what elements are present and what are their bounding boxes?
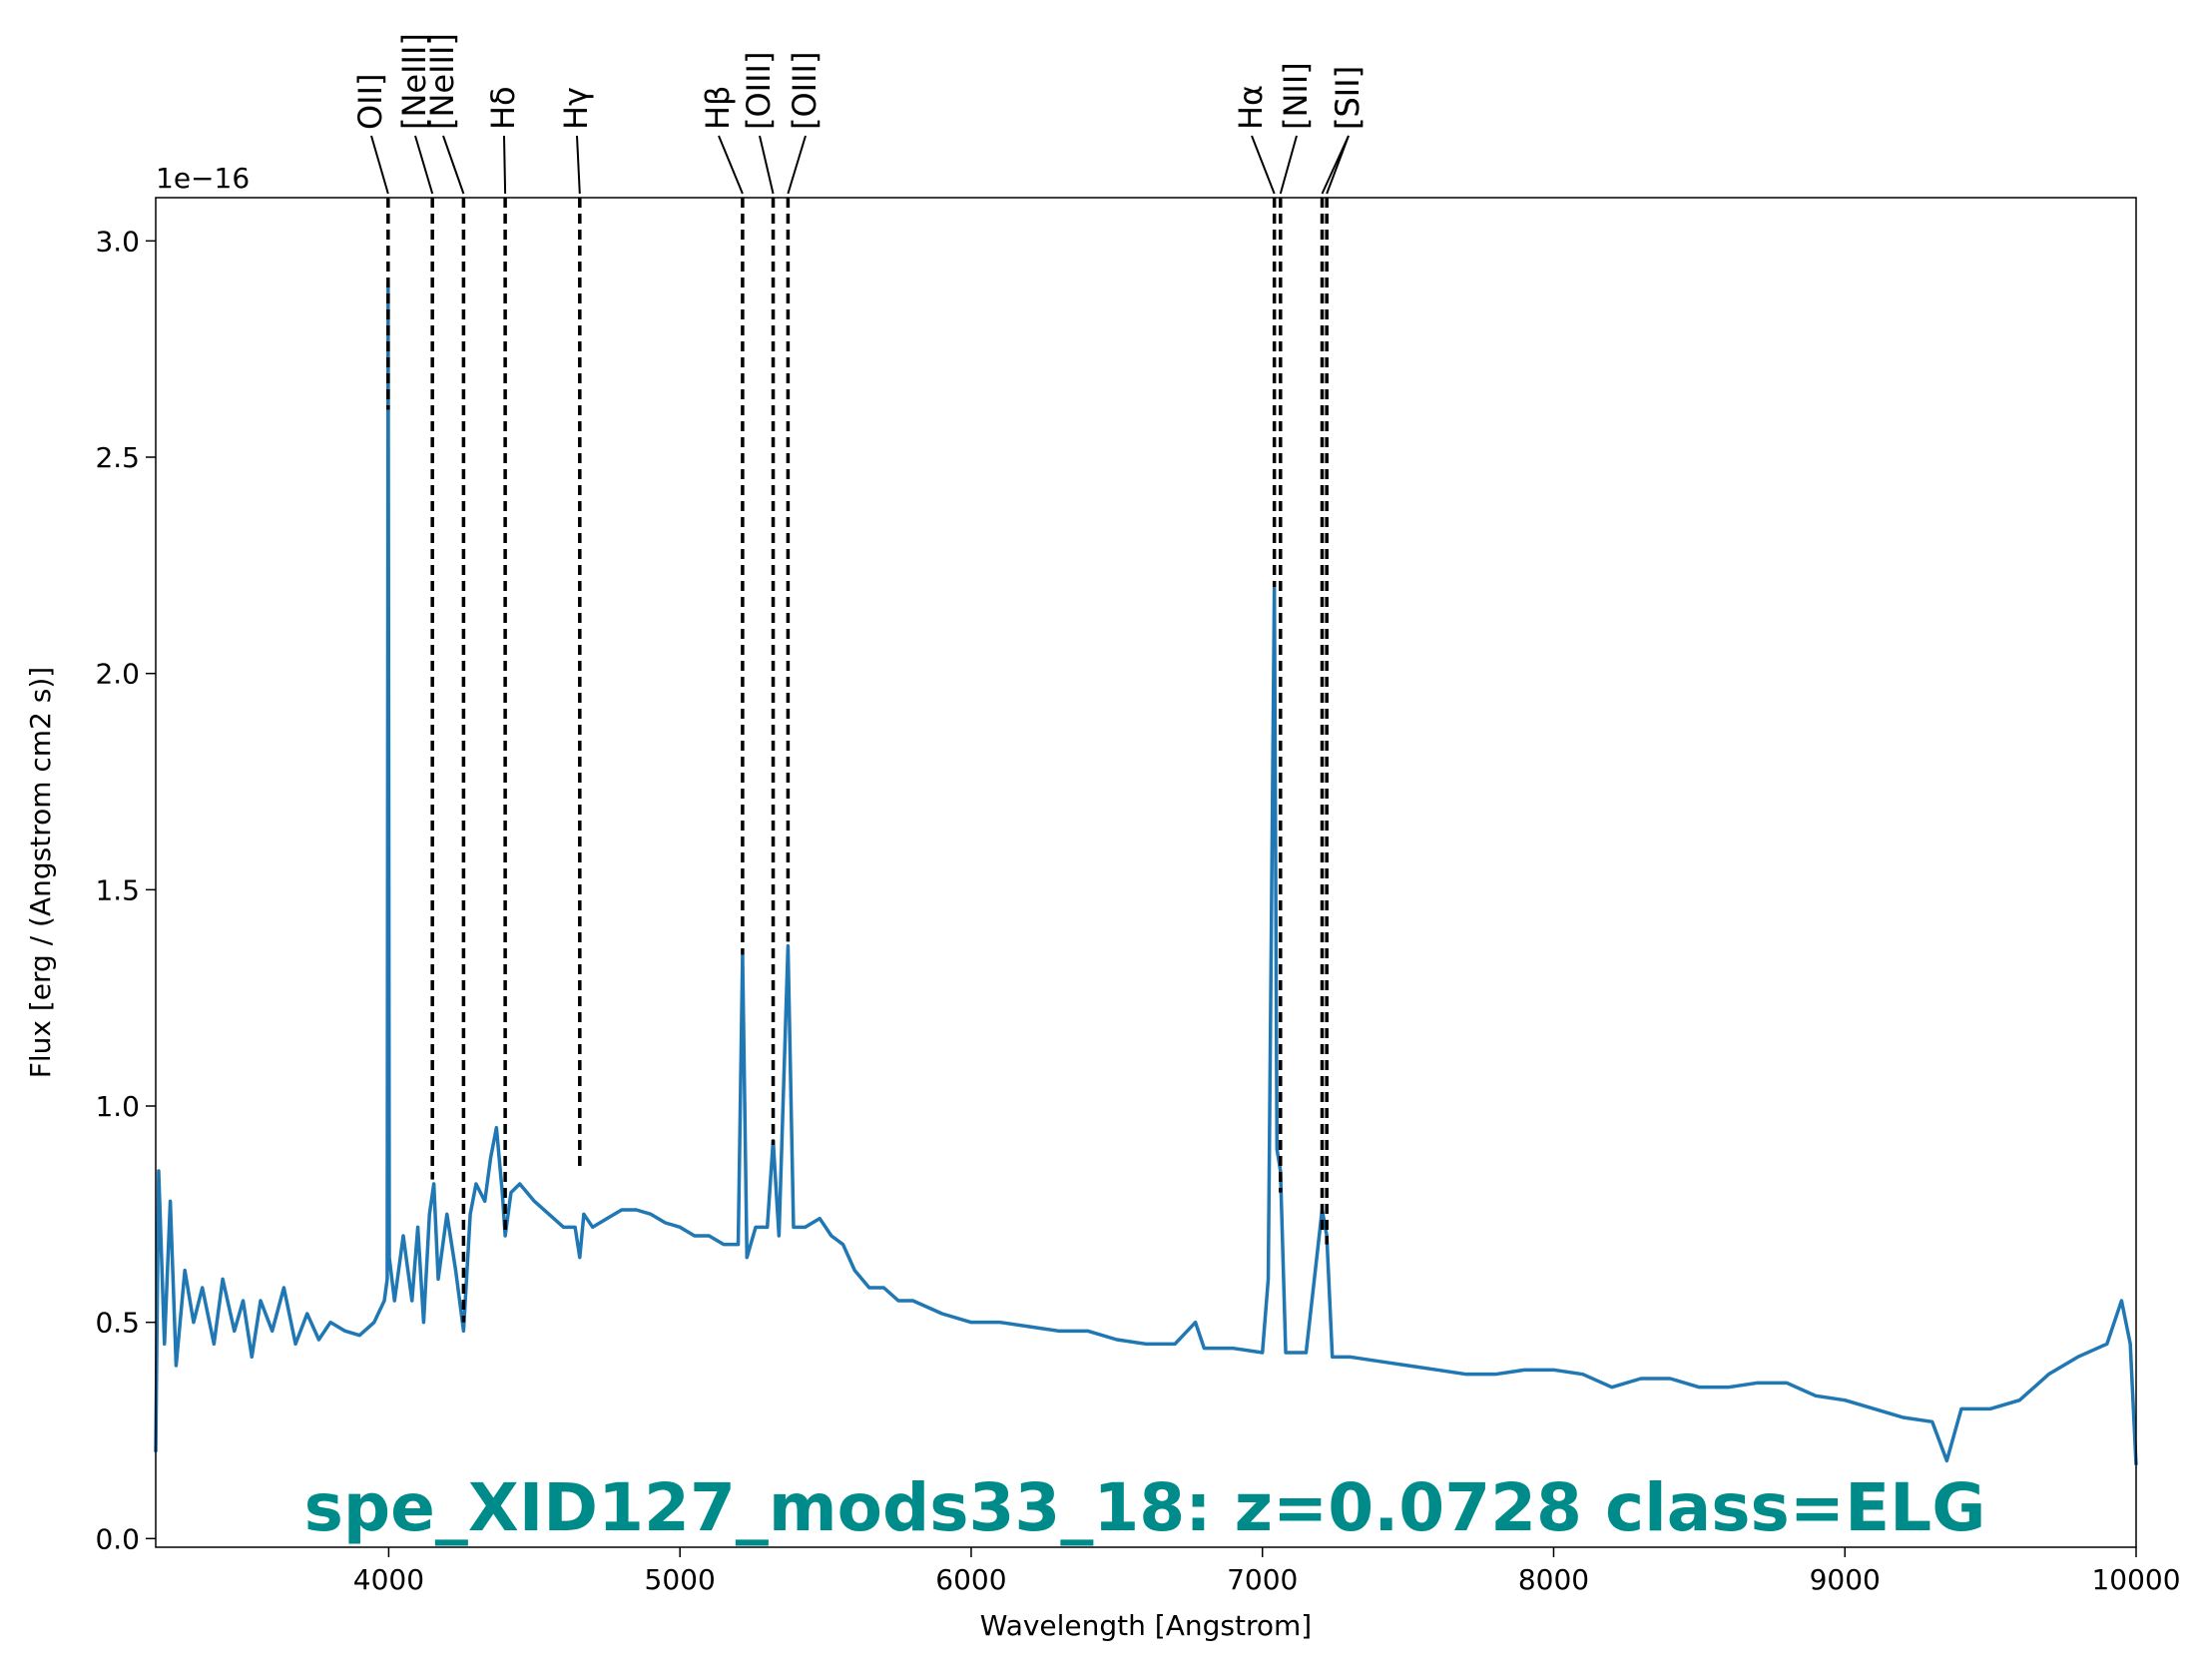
- y-axis-label: Flux [erg / (Angstrom cm2 s)]: [24, 667, 57, 1078]
- x-tick-label: 8000: [1518, 1563, 1589, 1596]
- x-tick-label: 10000: [2091, 1563, 2180, 1596]
- label-connector: [503, 135, 507, 195]
- label-connector: [370, 135, 389, 195]
- label-connector: [414, 135, 434, 195]
- emission-line-label: Hβ: [699, 86, 737, 130]
- y-tick-label: 0.5: [95, 1307, 140, 1340]
- y-offset-label: 1e−16: [156, 162, 250, 195]
- y-tick-label: 3.0: [95, 225, 140, 258]
- emission-line-label: Hδ: [484, 86, 522, 130]
- x-tick-label: 9000: [1810, 1563, 1881, 1596]
- x-axis-label: Wavelength [Angstrom]: [980, 1609, 1312, 1642]
- chart-title: spe_XID127_mods33_18: z=0.0728 class=ELG: [304, 1469, 1986, 1546]
- label-connector: [576, 135, 581, 195]
- label-connector: [759, 135, 775, 195]
- emission-line-label: Hα: [1232, 85, 1270, 130]
- spectrum-line: [154, 281, 2138, 1465]
- emission-line-label: OII]: [351, 73, 389, 130]
- emission-line-label: Hγ: [557, 87, 595, 130]
- emission-line-label: [SII]: [1329, 66, 1367, 130]
- emission-line-label: [OIII]: [786, 52, 824, 130]
- plot-frame: [155, 197, 2137, 1548]
- label-connector: [1326, 135, 1350, 195]
- label-connector: [1279, 135, 1298, 195]
- y-tick-label: 1.5: [95, 873, 140, 906]
- emission-line-label: [NeIII]: [423, 33, 461, 130]
- x-tick-label: 7000: [1227, 1563, 1298, 1596]
- y-tick-label: 1.0: [95, 1090, 140, 1123]
- emission-line-label: [NeIII]: [395, 33, 433, 130]
- y-tick-label: 0.0: [95, 1522, 140, 1555]
- emission-line-label: [NII]: [1277, 62, 1315, 130]
- y-tick-label: 2.0: [95, 658, 140, 691]
- x-tick-label: 5000: [645, 1563, 716, 1596]
- label-connector: [1251, 135, 1276, 195]
- label-connector: [442, 135, 465, 195]
- emission-line-label: [SII]: [1329, 66, 1367, 130]
- y-tick-label: 2.5: [95, 441, 140, 474]
- label-connector: [718, 135, 744, 195]
- x-tick-label: 4000: [353, 1563, 424, 1596]
- x-tick-label: 6000: [935, 1563, 1006, 1596]
- label-connector: [787, 135, 807, 195]
- emission-line-label: [OIII]: [740, 52, 778, 130]
